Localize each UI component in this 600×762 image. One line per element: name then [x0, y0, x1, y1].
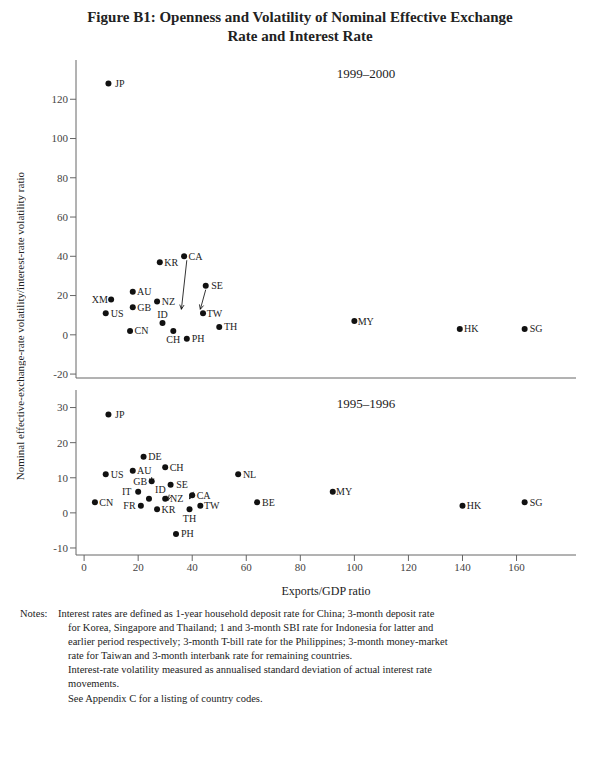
svg-text:CH: CH	[170, 461, 184, 472]
svg-text:40: 40	[57, 250, 69, 262]
svg-text:PH: PH	[192, 333, 205, 344]
svg-text:IT: IT	[122, 486, 131, 497]
svg-text:NZ: NZ	[162, 295, 175, 306]
html-text:1999–2000: 1999–2000	[336, 65, 396, 81]
svg-text:60: 60	[57, 210, 69, 222]
svg-text:120: 120	[52, 93, 69, 105]
svg-text:US: US	[111, 307, 124, 318]
svg-text:SE: SE	[176, 479, 188, 490]
svg-text:JP: JP	[115, 409, 125, 420]
svg-text:140: 140	[454, 560, 471, 572]
svg-text:CH: CH	[166, 334, 180, 345]
svg-text:CA: CA	[189, 250, 204, 261]
svg-text:40: 40	[187, 560, 199, 572]
svg-text:20: 20	[57, 436, 69, 448]
html-text:Notes: Interest rates are defi: Notes: Interest rates are defined as 1-y…	[20, 607, 448, 704]
svg-text:NZ: NZ	[170, 493, 183, 504]
html-text:1995–1996: 1995–1996	[336, 395, 396, 411]
svg-text:CN: CN	[99, 496, 113, 507]
svg-text:0: 0	[81, 560, 87, 572]
svg-text:XM: XM	[92, 293, 108, 304]
svg-text:20: 20	[133, 560, 145, 572]
svg-text:0: 0	[63, 506, 69, 518]
svg-text:ID: ID	[155, 484, 166, 495]
svg-text:Exports/GDP ratio: Exports/GDP ratio	[281, 584, 370, 598]
svg-text:-20: -20	[53, 367, 68, 379]
svg-text:SE: SE	[211, 280, 223, 291]
svg-text:AU: AU	[137, 286, 152, 297]
html-text:Nominal effective-exchange-rat: Nominal effective-exchange-rate volatili…	[14, 171, 26, 481]
svg-text:10: 10	[57, 471, 69, 483]
svg-text:100: 100	[52, 132, 69, 144]
svg-text:TH: TH	[183, 512, 196, 523]
svg-text:US: US	[111, 468, 124, 479]
svg-text:GB: GB	[137, 301, 151, 312]
svg-text:160: 160	[508, 560, 525, 572]
svg-text:BE: BE	[262, 496, 275, 507]
svg-text:120: 120	[400, 560, 417, 572]
svg-text:HK: HK	[467, 500, 482, 511]
svg-text:0: 0	[63, 328, 69, 340]
svg-text:GB: GB	[133, 475, 147, 486]
svg-text:CN: CN	[135, 325, 149, 336]
svg-text:AU: AU	[137, 465, 152, 476]
svg-text:MY: MY	[358, 315, 374, 326]
svg-text:PH: PH	[181, 528, 194, 539]
svg-text:TW: TW	[204, 500, 220, 511]
svg-text:30: 30	[57, 401, 69, 413]
svg-text:SG: SG	[530, 496, 543, 507]
svg-text:TW: TW	[207, 307, 223, 318]
svg-text:80: 80	[57, 171, 69, 183]
svg-text:NL: NL	[243, 468, 256, 479]
svg-text:100: 100	[346, 560, 363, 572]
svg-text:KR: KR	[164, 256, 178, 267]
svg-text:-10: -10	[53, 541, 68, 553]
svg-text:TH: TH	[224, 321, 237, 332]
svg-text:DE: DE	[148, 451, 161, 462]
svg-text:KR: KR	[162, 503, 176, 514]
svg-text:SG: SG	[530, 323, 543, 334]
svg-text:JP: JP	[115, 78, 125, 89]
svg-text:FR: FR	[123, 500, 136, 511]
svg-text:HK: HK	[464, 323, 479, 334]
svg-text:ID: ID	[157, 308, 168, 319]
svg-text:CA: CA	[197, 489, 212, 500]
svg-text:80: 80	[295, 560, 307, 572]
svg-text:60: 60	[241, 560, 253, 572]
html-text:Figure B1: Openness and Volati: Figure B1: Openness and Volatility of No…	[87, 9, 513, 44]
svg-text:MY: MY	[336, 486, 352, 497]
svg-text:20: 20	[57, 289, 69, 301]
